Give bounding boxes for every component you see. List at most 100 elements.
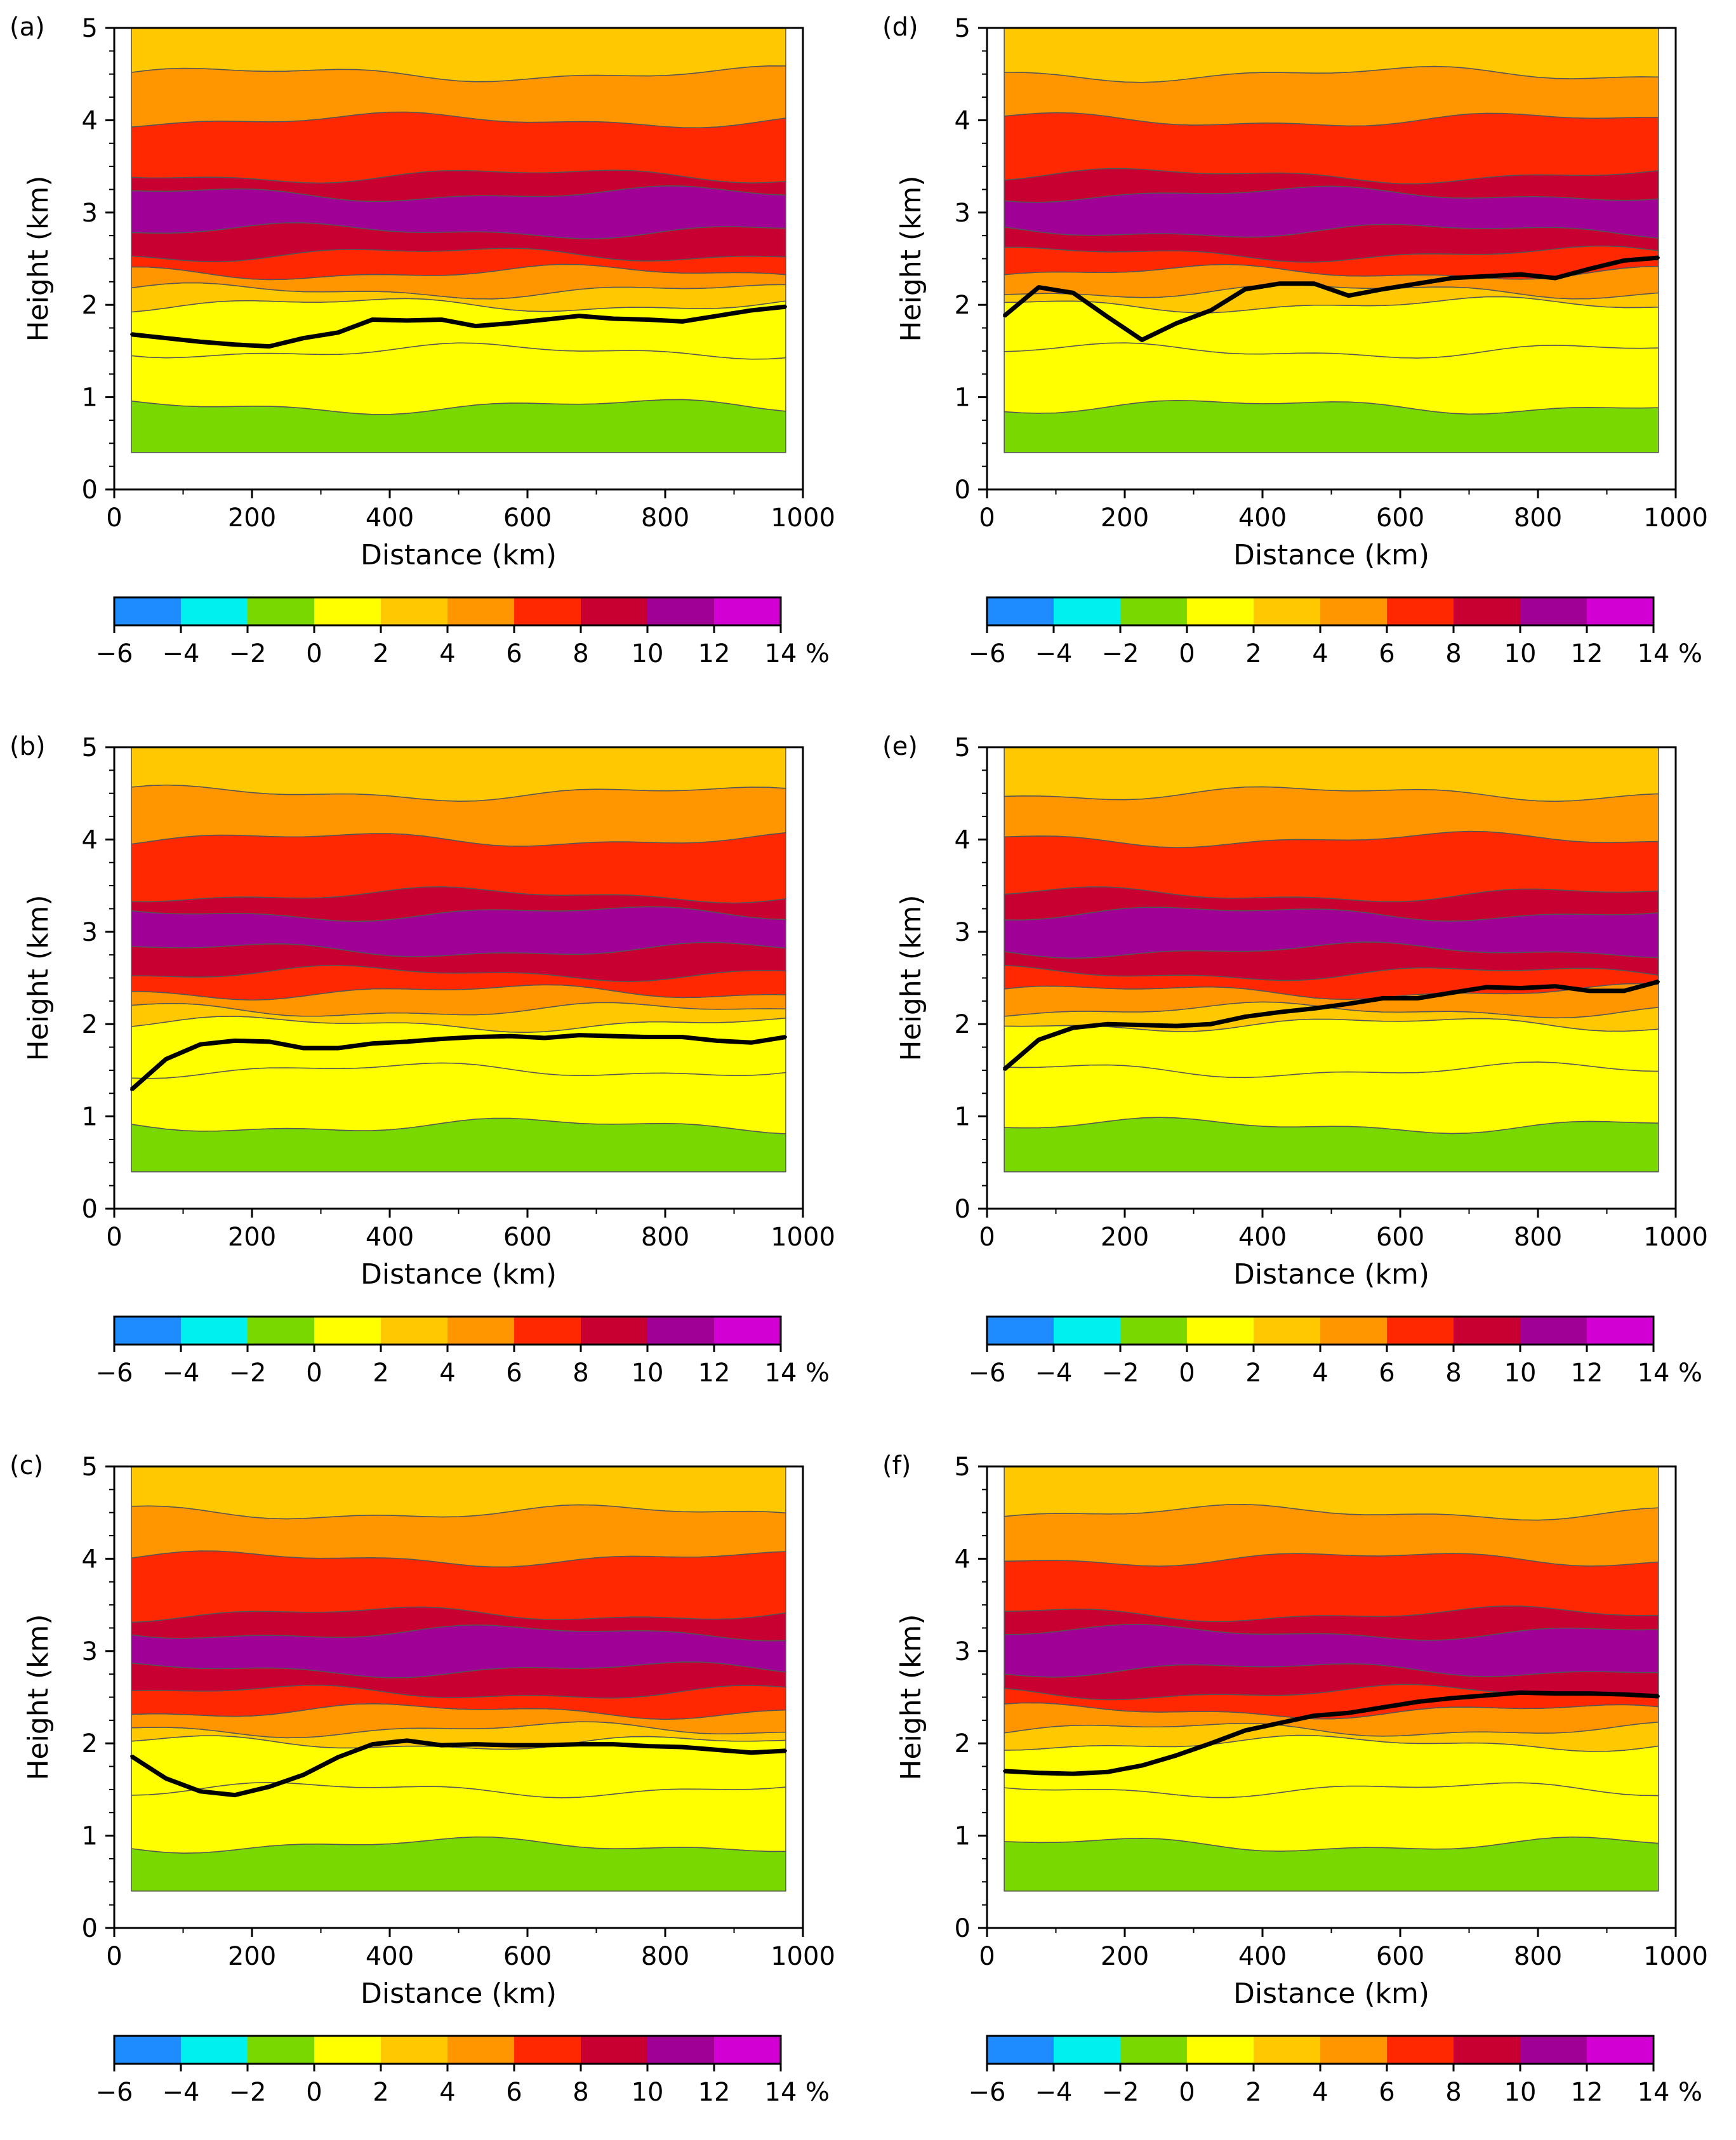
colorbar-segment	[1120, 1317, 1187, 1345]
line-point	[508, 322, 512, 325]
colorbar-tick-label: −6	[96, 2078, 133, 2107]
x-tick-label: 400	[1238, 1942, 1287, 1971]
line-point	[440, 1037, 443, 1040]
height-line-series	[1004, 1690, 1659, 1776]
colorbar-segment	[714, 2036, 781, 2064]
y-tick-label: 5	[82, 733, 98, 762]
line-point	[130, 1088, 133, 1091]
line-point	[1416, 1700, 1419, 1703]
colorbar-segment	[1254, 1317, 1320, 1345]
colorbar-tick-label: 4	[1312, 2078, 1328, 2107]
height-line-series	[1002, 979, 1659, 1072]
y-tick-label: 4	[82, 106, 98, 135]
colorbar-segment	[1454, 1317, 1520, 1345]
colorbar-segment	[114, 597, 181, 625]
line-point	[268, 1040, 271, 1043]
line-point	[1313, 1714, 1316, 1717]
colorbar-segment	[114, 1317, 181, 1345]
x-axis-title: Distance (km)	[361, 539, 557, 571]
x-tick-label: 1000	[1643, 1942, 1708, 1971]
y-tick-label: 5	[955, 14, 971, 43]
line-point	[1347, 1711, 1350, 1715]
colorbar-segment	[581, 1317, 647, 1345]
line-point	[578, 314, 581, 317]
line-point	[1588, 267, 1591, 270]
colorbar: −6 −4 −2 0 2 4 6 8 10 12 14%	[969, 2035, 1702, 2107]
colorbar-tick-label: 6	[1379, 639, 1395, 668]
colorbar-segment	[714, 1317, 781, 1345]
line-point	[784, 305, 787, 309]
contour-field	[1004, 747, 1659, 1173]
line-point	[371, 1743, 374, 1746]
y-tick-label: 2	[955, 1729, 971, 1758]
line-point	[1519, 273, 1522, 276]
y-tick-label: 0	[82, 1914, 98, 1943]
y-tick-label: 2	[82, 1729, 98, 1758]
line-point	[646, 318, 649, 321]
colorbar-segment	[714, 597, 781, 625]
colorbar-tick-label: 12	[1571, 639, 1603, 668]
colorbar-tick-label: 10	[1504, 639, 1537, 668]
x-tick-label: 0	[979, 1942, 995, 1971]
y-tick-label: 5	[955, 1452, 971, 1482]
colorbar: −6 −4 −2 0 2 4 6 8 10 12 14%	[969, 1315, 1702, 1388]
x-tick-label: 0	[979, 1223, 995, 1252]
x-tick-label: 200	[1101, 503, 1149, 533]
colorbar-segment	[1454, 597, 1520, 625]
colorbar-tick-label: 0	[1179, 2078, 1195, 2107]
colorbar-tick-label: 14	[765, 2078, 797, 2107]
line-point	[1141, 1023, 1144, 1027]
colorbar-unit: %	[805, 1359, 830, 1388]
line-point	[406, 319, 409, 322]
colorbar-tick-label: 8	[573, 2078, 588, 2107]
colorbar-segment	[381, 2036, 447, 2064]
line-point	[543, 318, 547, 321]
colorbar-segment	[447, 2036, 514, 2064]
panel-label: (b)	[10, 732, 46, 761]
line-point	[750, 1041, 753, 1044]
y-tick-label: 3	[82, 1637, 98, 1666]
line-point	[1175, 1754, 1178, 1757]
x-tick-label: 200	[228, 1942, 276, 1971]
line-point	[646, 1745, 649, 1748]
colorbar-tick-label: 6	[506, 1359, 522, 1388]
x-tick-label: 1000	[1643, 1223, 1708, 1252]
colorbar-segment	[248, 1317, 314, 1345]
line-point	[1209, 309, 1212, 312]
line-point	[199, 340, 202, 343]
line-point	[715, 1748, 719, 1751]
line-point	[612, 1743, 615, 1746]
colorbar-tick-label: 10	[632, 1359, 664, 1388]
line-point	[1381, 1706, 1384, 1709]
y-tick-label: 3	[955, 199, 971, 228]
height-line-series	[130, 1738, 786, 1798]
line-point	[1554, 1692, 1557, 1695]
y-axis-title: Height (km)	[22, 1614, 55, 1780]
colorbar-tick-label: −4	[162, 2078, 200, 2107]
line-point	[164, 1777, 168, 1780]
y-tick-label: 2	[82, 1010, 98, 1039]
line-point	[1519, 987, 1522, 990]
line-point	[1450, 1696, 1454, 1699]
colorbar-segment	[987, 2036, 1054, 2064]
colorbar-segment	[1187, 1317, 1254, 1345]
x-tick-label: 1000	[771, 1942, 835, 1971]
colorbar-tick-label: 14	[765, 639, 797, 668]
line-point	[1657, 980, 1660, 983]
colorbar-tick-label: 0	[306, 639, 322, 668]
line-point	[130, 333, 133, 336]
colorbar-tick-label: −4	[162, 1359, 200, 1388]
line-point	[508, 1744, 512, 1747]
colorbar-tick-label: 10	[632, 639, 664, 668]
line-point	[1588, 1692, 1591, 1695]
colorbar-segment	[1120, 2036, 1187, 2064]
line-point	[474, 1035, 477, 1039]
line-point	[1416, 997, 1419, 1000]
colorbar-segment	[1520, 597, 1587, 625]
line-point	[1347, 294, 1350, 297]
colorbar-unit: %	[1678, 1359, 1702, 1388]
panel-label: (c)	[10, 1451, 43, 1480]
line-point	[1657, 256, 1660, 260]
line-point	[1519, 1691, 1522, 1694]
y-tick-label: 4	[82, 1545, 98, 1574]
